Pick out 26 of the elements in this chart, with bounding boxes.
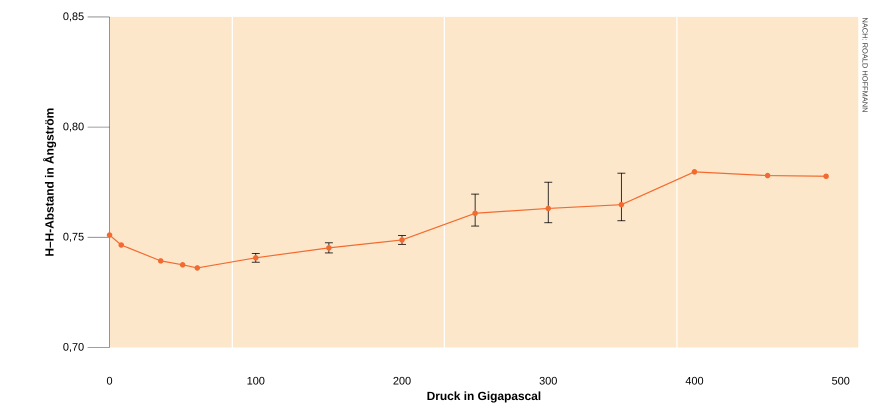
point [618,202,624,208]
x-tick-label: 400 [686,376,704,385]
y-axis-title: H–H-Abstand in Ångström [43,108,56,256]
x-tick-label: 200 [393,376,411,385]
point [692,168,698,175]
point [180,262,186,268]
y-tick-label: 0,85 [63,12,84,22]
point [158,258,164,264]
x-tick-label: 0 [106,376,112,385]
point [545,206,552,212]
point [106,232,112,238]
point [823,173,829,179]
point [252,254,259,260]
y-tick-label: 0,70 [63,342,84,352]
x-axis-title: Druck in Gigapascal [427,391,540,402]
point [472,210,478,216]
x-tick-label: 500 [832,376,850,385]
y-tick-label: 0,75 [63,232,84,242]
x-tick-label: 300 [540,376,557,385]
point [399,237,405,243]
point [764,172,770,178]
x-tick-label: 100 [247,376,264,385]
y-tick-label: 0,80 [63,122,84,132]
point [194,265,200,271]
point [326,244,332,251]
point [118,242,124,248]
